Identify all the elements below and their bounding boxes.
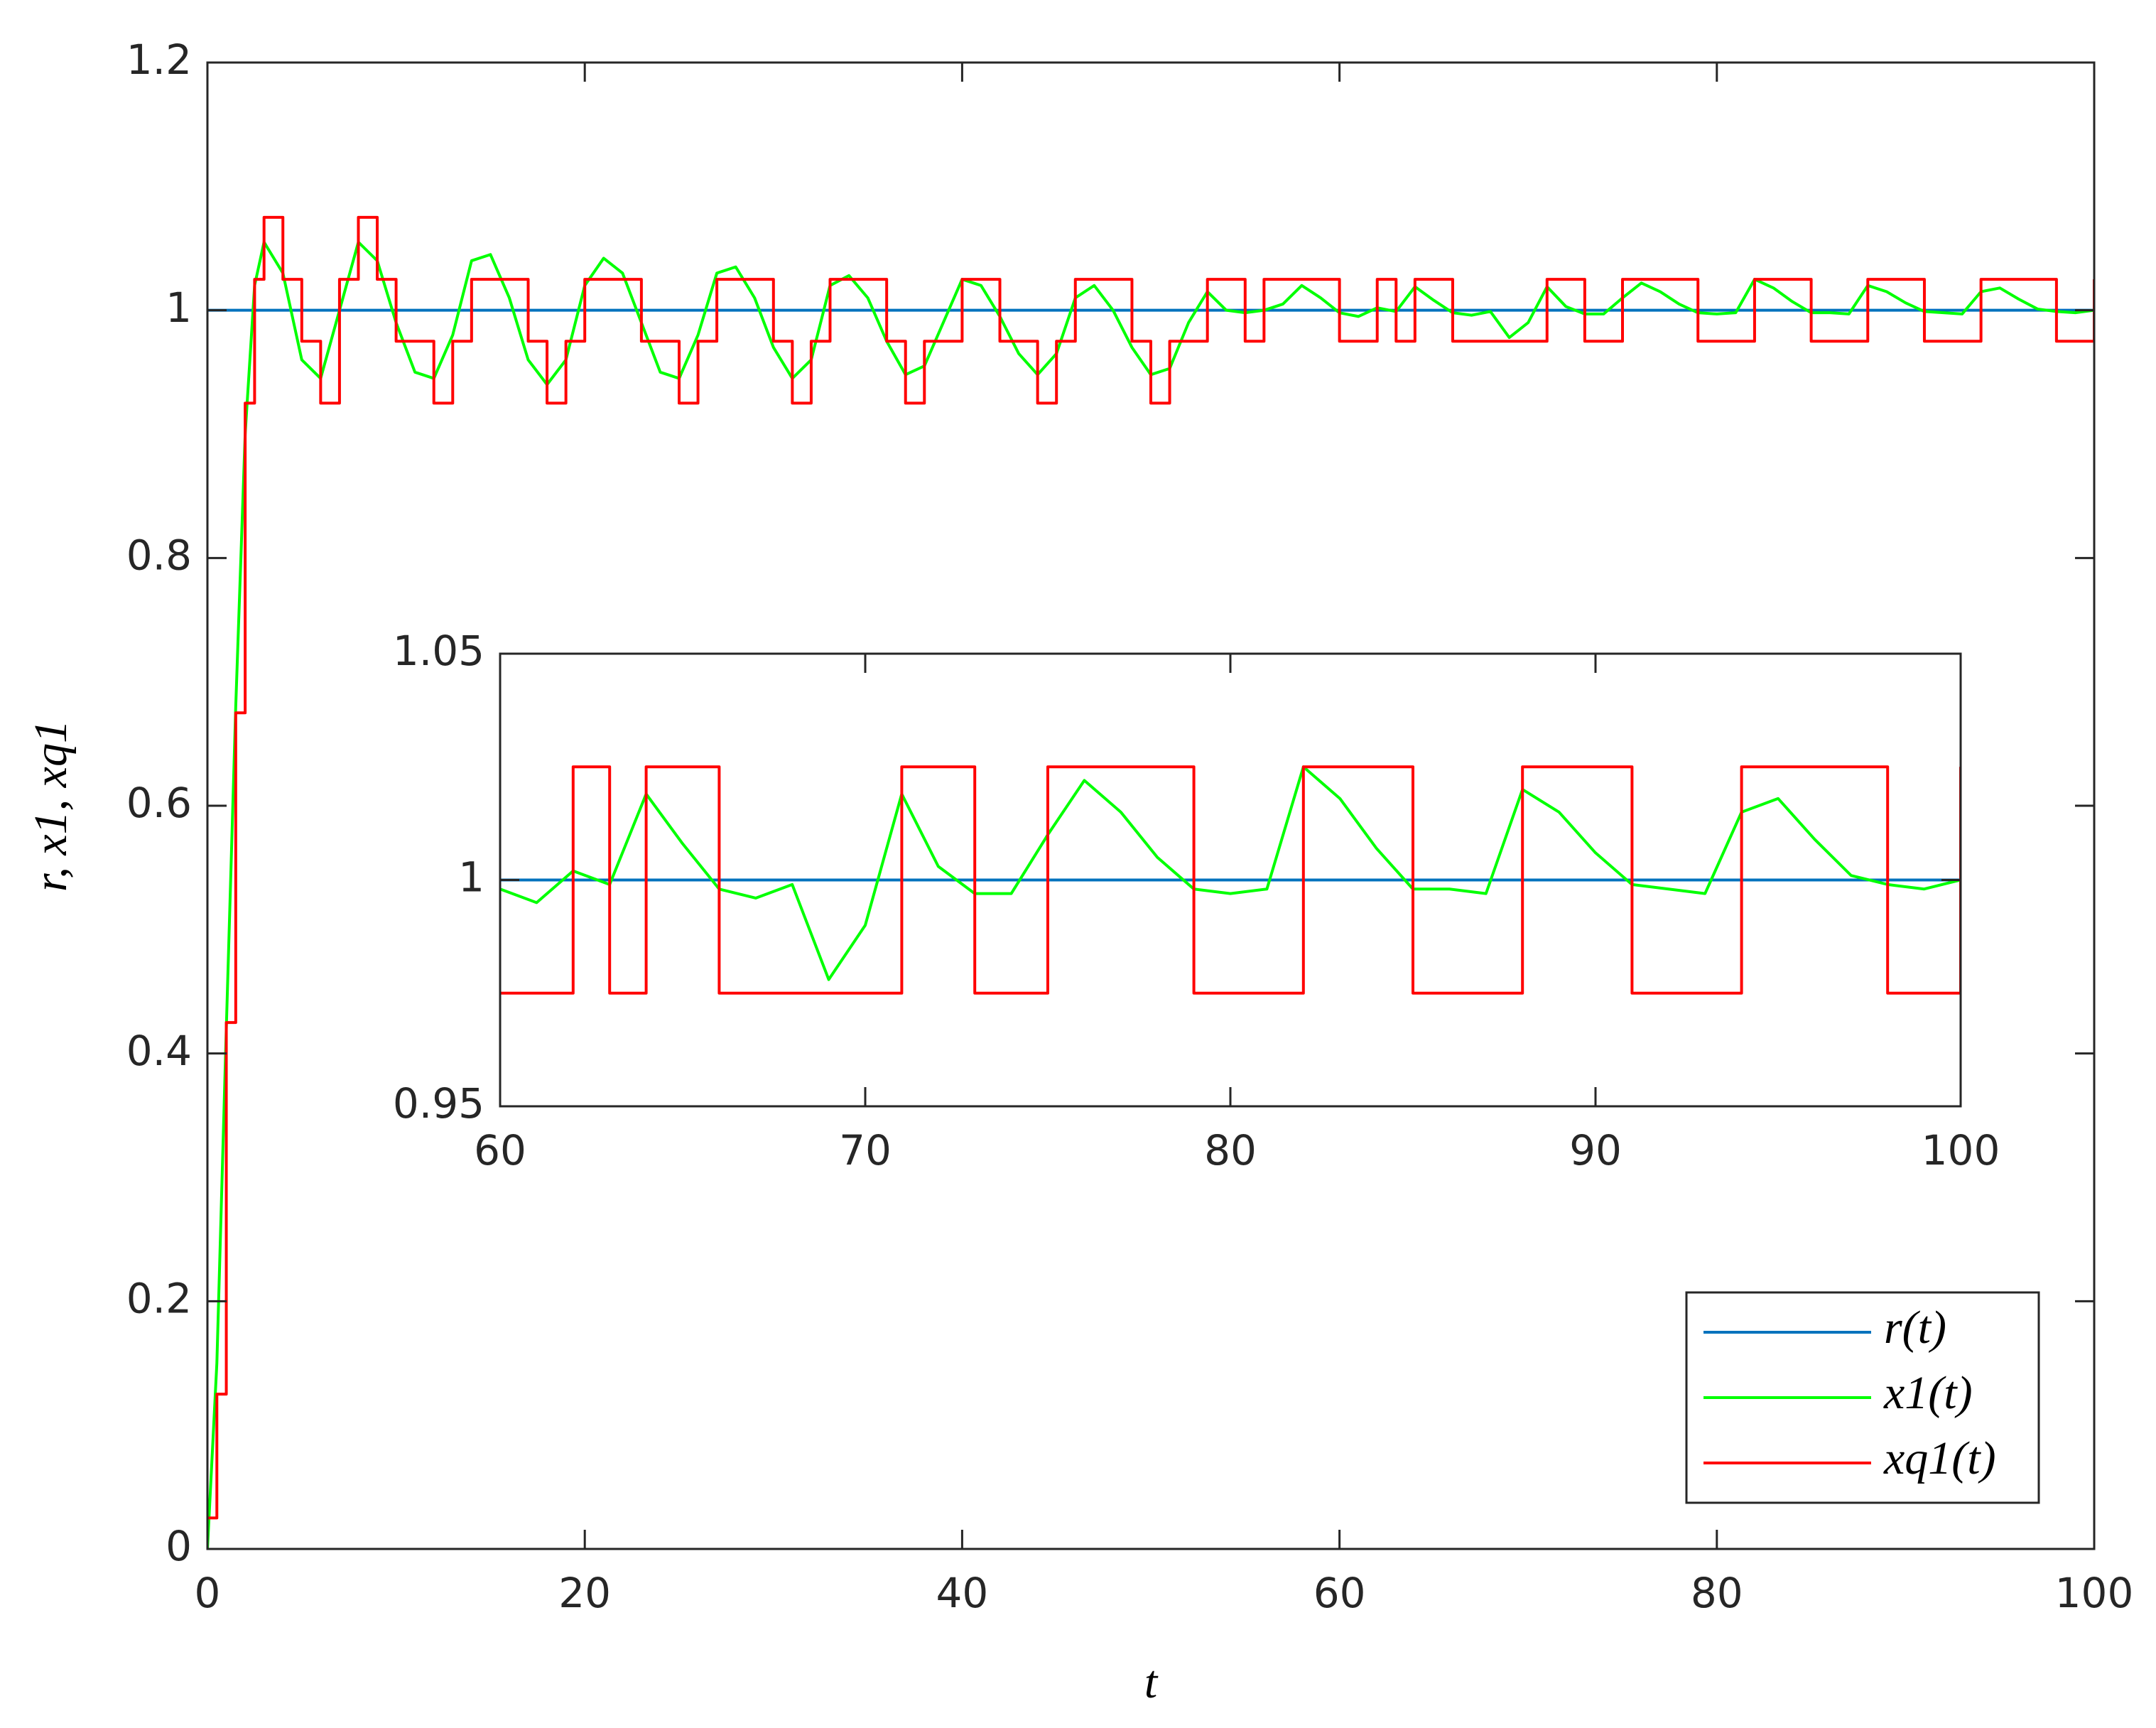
- x-tick-label: 70: [839, 1126, 892, 1174]
- x-tick-label: 90: [1569, 1126, 1622, 1174]
- x-axis-label: t: [1144, 1656, 1159, 1708]
- x-tick-label: 60: [1313, 1569, 1366, 1617]
- y-tick-label: 1: [458, 853, 484, 902]
- y-tick-label: 0.2: [126, 1274, 192, 1322]
- line-series: [500, 765, 1961, 981]
- x-tick-label: 0: [195, 1569, 221, 1617]
- x-tick-label: 100: [1922, 1126, 2000, 1174]
- y-axis-label: r, x1, xq1: [25, 720, 77, 892]
- y-tick-label: 0.4: [126, 1027, 192, 1075]
- y-tick-label: 1.2: [126, 36, 192, 84]
- x-tick-label: 80: [1691, 1569, 1743, 1617]
- x-tick-label: 100: [2055, 1569, 2134, 1617]
- y-tick-label: 0: [166, 1522, 192, 1570]
- y-tick-label: 0.95: [393, 1079, 484, 1128]
- line-series: [500, 765, 1961, 995]
- legend-label: x1(t): [1883, 1367, 1973, 1419]
- line-series: [207, 215, 2094, 1520]
- x-tick-label: 40: [936, 1569, 988, 1617]
- x-tick-label: 60: [474, 1126, 526, 1174]
- legend-label: r(t): [1884, 1302, 1946, 1354]
- y-tick-label: 1.05: [393, 627, 484, 675]
- y-tick-label: 1: [166, 284, 192, 332]
- x-tick-label: 80: [1204, 1126, 1257, 1174]
- line-series: [207, 240, 2094, 1549]
- x-tick-label: 20: [558, 1569, 611, 1617]
- y-tick-label: 0.8: [126, 531, 192, 579]
- legend-label: xq1(t): [1883, 1432, 1996, 1484]
- y-tick-label: 0.6: [126, 779, 192, 827]
